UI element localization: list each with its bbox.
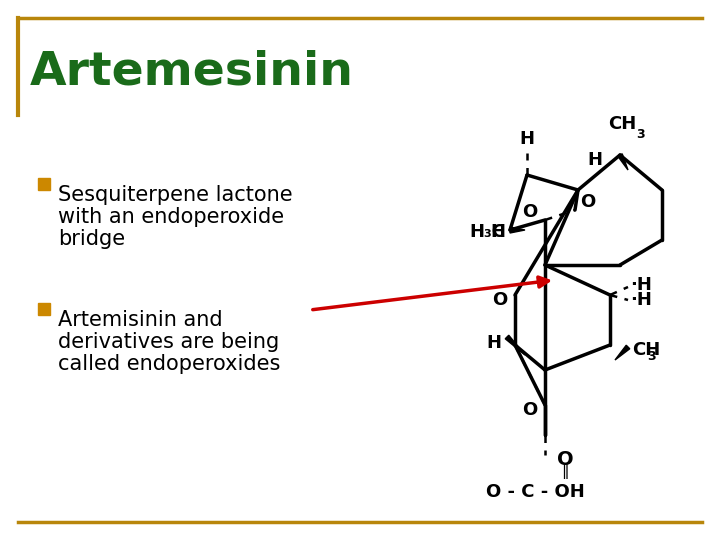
- Text: Artemisinin and: Artemisinin and: [58, 310, 222, 330]
- Text: H: H: [490, 223, 505, 241]
- Text: derivatives are being: derivatives are being: [58, 332, 279, 352]
- Text: H: H: [520, 130, 534, 148]
- Text: ‖: ‖: [561, 463, 569, 479]
- Text: O - C - OH: O - C - OH: [485, 483, 585, 501]
- Text: O: O: [557, 450, 573, 469]
- Text: O: O: [492, 291, 507, 309]
- Text: Artemesinin: Artemesinin: [30, 50, 354, 94]
- Text: O: O: [522, 401, 537, 419]
- Text: with an endoperoxide: with an endoperoxide: [58, 207, 284, 227]
- Text: bridge: bridge: [58, 229, 125, 249]
- Polygon shape: [618, 154, 628, 170]
- Text: ·H: ·H: [630, 276, 652, 294]
- Text: CH: CH: [632, 341, 660, 359]
- Text: 3: 3: [636, 128, 644, 141]
- Text: Sesquiterpene lactone: Sesquiterpene lactone: [58, 185, 292, 205]
- Text: O: O: [580, 193, 595, 211]
- Bar: [38, 178, 50, 190]
- Text: called endoperoxides: called endoperoxides: [58, 354, 280, 374]
- Text: CH: CH: [608, 115, 636, 133]
- Text: O: O: [522, 203, 537, 221]
- Bar: [38, 303, 50, 315]
- Text: ·H: ·H: [630, 291, 652, 309]
- Text: H₃C: H₃C: [469, 223, 505, 241]
- Polygon shape: [505, 335, 525, 355]
- Polygon shape: [615, 345, 630, 360]
- Text: H: H: [587, 151, 602, 169]
- Text: H: H: [486, 334, 501, 352]
- Text: 3: 3: [647, 350, 656, 363]
- Polygon shape: [510, 227, 525, 233]
